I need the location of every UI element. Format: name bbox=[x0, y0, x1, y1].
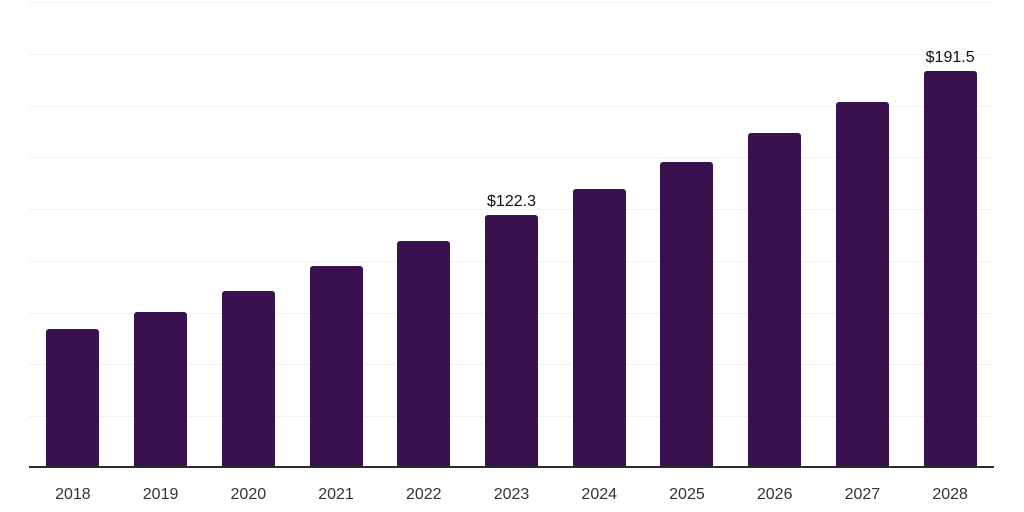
bar-2024 bbox=[572, 189, 626, 468]
bar-2018 bbox=[46, 328, 100, 468]
bar-2023 bbox=[485, 214, 538, 468]
bar-2025 bbox=[660, 161, 714, 468]
x-tick-label-2020: 2020 bbox=[230, 486, 267, 503]
gridline-150 bbox=[29, 157, 994, 159]
x-tick-label-2019: 2019 bbox=[142, 486, 179, 503]
gridline-225 bbox=[29, 2, 994, 3]
bar-2019 bbox=[134, 312, 188, 468]
x-tick-label-2028: 2028 bbox=[932, 486, 968, 503]
value-label-2028: $191.5 bbox=[925, 49, 975, 67]
value-label-2023: $122.3 bbox=[487, 192, 536, 210]
gridline-125 bbox=[29, 209, 994, 211]
x-tick-label-2018: 2018 bbox=[55, 486, 91, 503]
x-tick-label-2024: 2024 bbox=[581, 486, 618, 503]
bar-2022 bbox=[397, 241, 451, 468]
bar-2026 bbox=[748, 133, 802, 468]
bar-2028 bbox=[923, 71, 977, 468]
bar-2027 bbox=[835, 102, 889, 468]
gridline-175 bbox=[29, 105, 994, 107]
x-tick-label-2025: 2025 bbox=[669, 486, 705, 503]
x-tick-label-2022: 2022 bbox=[405, 486, 442, 503]
x-tick-label-2023: 2023 bbox=[493, 486, 530, 503]
x-tick-label-2026: 2026 bbox=[756, 486, 793, 503]
bar-2020 bbox=[221, 291, 275, 468]
x-tick-label-2027: 2027 bbox=[844, 486, 881, 503]
gridline-200 bbox=[29, 53, 994, 55]
x-tick-label-2021: 2021 bbox=[318, 486, 354, 503]
bar-2021 bbox=[309, 266, 363, 468]
x-axis-line bbox=[29, 466, 994, 468]
